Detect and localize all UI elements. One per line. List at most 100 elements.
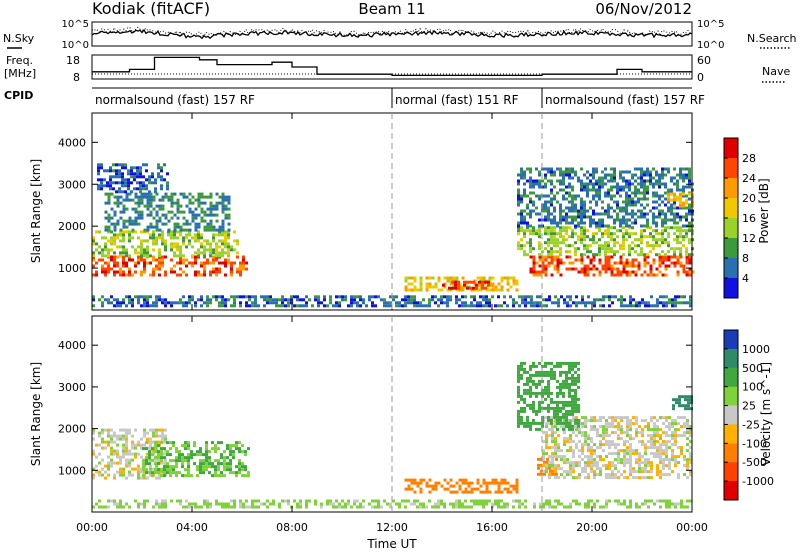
velocity-cell	[574, 379, 577, 383]
power-cell	[431, 276, 435, 280]
velocity-cell	[464, 481, 468, 485]
velocity-cell	[578, 502, 581, 506]
power-cell	[161, 233, 164, 237]
velocity-cell	[107, 455, 110, 459]
power-cell	[541, 258, 545, 262]
power-cell	[637, 176, 640, 180]
power-cell	[682, 179, 685, 183]
velocity-cell	[161, 428, 164, 432]
power-cell	[478, 280, 481, 284]
velocity-cell	[672, 407, 675, 411]
power-cell	[125, 254, 128, 258]
velocity-cell	[574, 409, 577, 413]
velocity-cell	[193, 462, 196, 466]
velocity-cell	[608, 499, 611, 503]
velocity-cell	[596, 455, 599, 459]
power-cell	[179, 273, 182, 277]
velocity-cell	[152, 505, 155, 509]
power-cell	[604, 255, 608, 259]
power-cell	[215, 254, 218, 258]
power-cell	[149, 261, 152, 265]
power-cell	[589, 173, 592, 177]
power-cell	[598, 224, 601, 228]
power-cell	[581, 295, 584, 299]
power-cell	[583, 212, 586, 216]
velocity-cell	[392, 499, 395, 503]
power-colorbar-swatch	[724, 158, 738, 179]
velocity-cell	[653, 452, 656, 456]
velocity-cell	[623, 476, 626, 480]
power-cell	[506, 304, 509, 308]
power-cell	[562, 261, 566, 265]
power-cell	[562, 238, 565, 242]
power-cell	[544, 194, 547, 198]
x-tick-label: 12:00	[376, 521, 408, 534]
power-cell	[161, 239, 164, 243]
power-cell	[194, 213, 198, 217]
power-cell	[518, 295, 521, 299]
velocity-cell	[584, 425, 587, 429]
power-cell	[472, 286, 475, 290]
velocity-cell	[547, 379, 550, 383]
velocity-cell	[488, 490, 492, 494]
velocity-cell	[559, 373, 562, 377]
velocity-cell	[656, 425, 659, 429]
velocity-cell	[232, 450, 235, 454]
velocity-cell	[485, 490, 489, 494]
power-cell	[122, 261, 125, 265]
power-cell	[580, 235, 583, 239]
power-cell	[157, 166, 160, 170]
velocity-cell	[241, 462, 244, 466]
power-cell	[119, 233, 122, 237]
power-cell	[622, 264, 626, 268]
power-cell	[625, 221, 628, 225]
velocity-cell	[587, 476, 590, 480]
power-cell	[535, 206, 538, 210]
power-cell	[598, 226, 601, 230]
power-cell	[458, 288, 462, 292]
power-cell	[613, 170, 616, 174]
velocity-cell	[644, 452, 647, 456]
power-cell	[116, 264, 119, 268]
power-cell	[145, 178, 148, 182]
power-cell	[628, 185, 631, 189]
power-cell	[628, 226, 631, 230]
velocity-cell	[662, 467, 665, 471]
power-cell	[446, 276, 450, 280]
velocity-cell	[578, 428, 581, 432]
power-cell	[425, 276, 429, 280]
velocity-cell	[119, 473, 122, 477]
power-cell	[629, 298, 632, 302]
velocity-cell	[689, 431, 692, 435]
power-cell	[164, 222, 168, 226]
velocity-cell	[614, 467, 617, 471]
power-cell	[673, 232, 676, 236]
power-cell	[170, 230, 173, 234]
velocity-cell	[413, 481, 417, 485]
velocity-cell	[461, 502, 464, 506]
power-cell	[631, 226, 634, 230]
power-cell	[152, 236, 155, 240]
velocity-cell	[593, 452, 596, 456]
velocity-cell	[232, 456, 235, 460]
velocity-cell	[92, 473, 95, 477]
velocity-cell	[562, 403, 565, 407]
velocity-cell	[217, 441, 220, 445]
velocity-cell	[545, 499, 548, 503]
velocity-cell	[199, 447, 202, 451]
velocity-cell	[538, 382, 541, 386]
power-cell	[679, 247, 682, 251]
velocity-cell	[172, 441, 175, 445]
power-cell	[688, 206, 691, 210]
power-cell	[646, 255, 650, 259]
power-cell	[670, 255, 674, 259]
velocity-cell	[629, 464, 632, 468]
velocity-cell	[116, 505, 119, 509]
power-cell	[559, 261, 563, 265]
power-cell	[593, 304, 596, 308]
power-cell	[152, 207, 156, 211]
power-cell	[595, 170, 598, 174]
velocity-cell	[626, 449, 629, 453]
velocity-cell	[145, 462, 148, 466]
power-cell	[509, 276, 513, 280]
